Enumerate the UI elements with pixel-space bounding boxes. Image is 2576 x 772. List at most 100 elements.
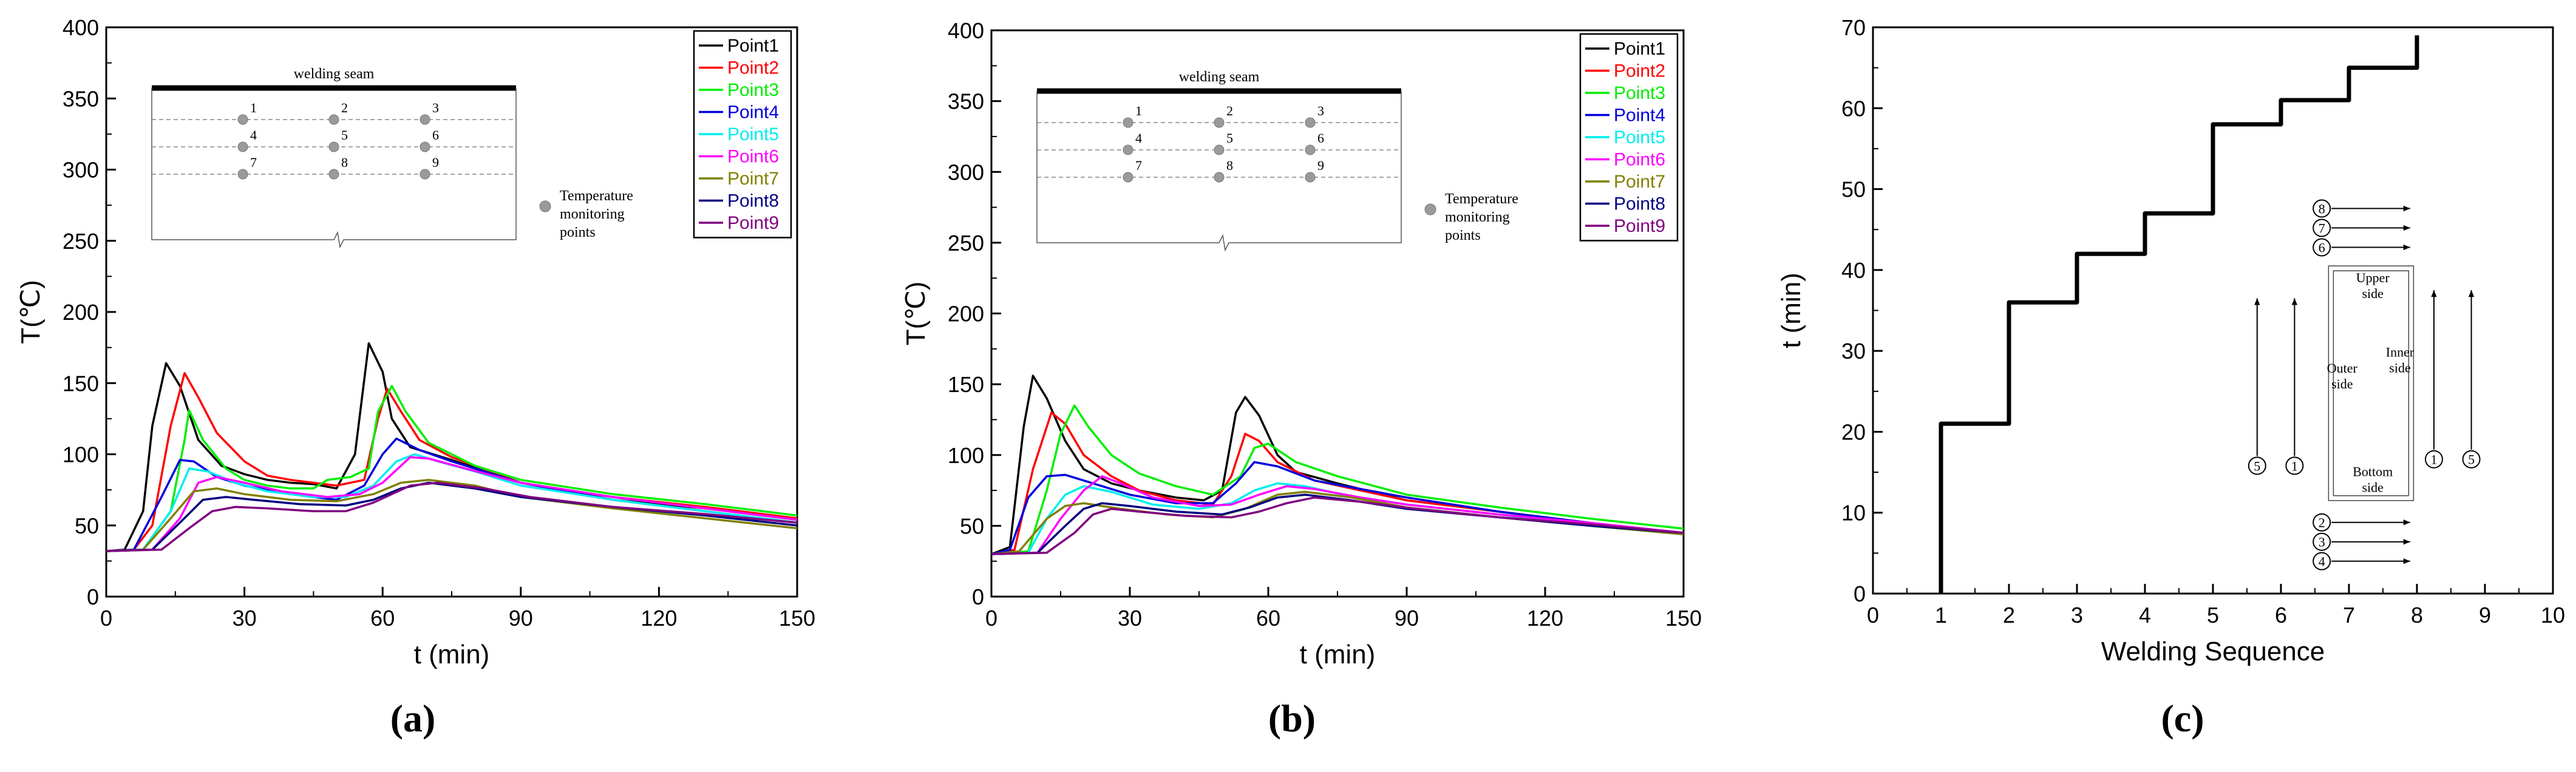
welding-seam-label: welding seam (294, 66, 375, 82)
monitoring-point-marker (1305, 144, 1316, 155)
legend-label: Point4 (1614, 106, 1665, 126)
pass-number-circle (2462, 450, 2481, 469)
y-tick-label: 50 (1841, 177, 1866, 202)
bottom-side-label: Bottom (2353, 464, 2393, 479)
monitoring-point-number: 6 (1317, 130, 1324, 146)
welding-seam-label: welding seam (1179, 69, 1260, 85)
y-tick-label: 250 (948, 231, 984, 256)
x-tick-label: 7 (2343, 603, 2355, 628)
pass-number-label: 6 (2319, 240, 2325, 256)
pass-number-label: 7 (2319, 221, 2325, 236)
x-tick-label: 6 (2275, 603, 2287, 628)
legend-label: Point7 (727, 169, 779, 189)
x-tick-label: 10 (2541, 603, 2565, 628)
legend-label: Point1 (1614, 39, 1665, 59)
temperature-point-legend-marker (1424, 203, 1436, 215)
x-tick-label: 150 (779, 606, 815, 631)
y-tick-label: 70 (1841, 15, 1866, 40)
arrow-head (2291, 298, 2298, 305)
legend-label: Point5 (1614, 127, 1665, 147)
panel-label: (a) (390, 697, 436, 740)
monitoring-point-marker (1123, 172, 1133, 183)
temperature-point-legend-marker (539, 200, 551, 212)
legend-label: Point7 (1614, 172, 1665, 192)
plate-outline (1036, 91, 1402, 252)
y-tick-label: 20 (1841, 419, 1866, 444)
pass-number-label: 8 (2319, 201, 2325, 217)
legend-label: Point2 (727, 58, 779, 78)
y-tick-label: 150 (63, 371, 99, 396)
chart-panel-3: 0 1 2 3 4 5 6 7 8 9 10 0 10 20 30 40 50 60 70 Welding Seque… (1776, 15, 2565, 666)
y-tick-label: 100 (948, 443, 984, 468)
panel-label: (b) (1268, 697, 1316, 740)
inner-side-label: Inner (2386, 344, 2415, 359)
chart-panel-1: 0 30 60 90 120 150 0 50 100 150 200 250 300 350 400 t (… (16, 15, 815, 669)
monitoring-point-number: 5 (1226, 130, 1233, 146)
monitoring-point-marker (420, 169, 430, 180)
x-tick-label: 8 (2411, 603, 2423, 628)
legend-label: Point3 (1614, 83, 1665, 103)
temperature-legend-text: monitoring (560, 206, 625, 222)
pass-number-circle (2313, 238, 2331, 257)
arrow-head (2403, 520, 2410, 526)
monitoring-point-number: 2 (341, 100, 348, 115)
x-tick-label: 9 (2479, 603, 2491, 628)
series-line-point5 (106, 453, 798, 552)
sensor-layout-inset: welding seam 1 2 3 4 5 6 7 8 9 Temperature monitori… (1036, 69, 1518, 252)
y-tick-label: 200 (948, 302, 984, 327)
pass-number-label: 1 (2291, 458, 2298, 473)
panel-label: (c) (2161, 697, 2204, 740)
upper-side-label: side (2362, 286, 2383, 301)
monitoring-point-number: 9 (1317, 158, 1324, 173)
pass-number-label: 1 (2431, 452, 2438, 467)
y-tick-label: 100 (63, 442, 99, 467)
series-line-point7 (106, 478, 798, 552)
monitoring-point-number: 7 (1135, 158, 1142, 173)
pass-number-circle (2313, 552, 2331, 571)
y-tick-label: 200 (63, 300, 99, 325)
monitoring-point-number: 1 (250, 100, 257, 115)
x-axis-label: t (min) (414, 640, 490, 669)
series-line-point4 (106, 437, 798, 552)
sensor-layout-inset: welding seam 1 2 3 4 5 6 7 8 9 Temperature monitori… (151, 66, 633, 249)
pass-number-circle (2313, 199, 2331, 218)
x-tick-label: 5 (2207, 603, 2219, 628)
y-tick-label: 150 (948, 372, 984, 397)
y-axis-label: T(℃) (16, 280, 46, 344)
x-axis-label: Welding Sequence (2101, 637, 2325, 666)
x-tick-label: 0 (985, 606, 997, 631)
x-tick-label: 60 (370, 606, 395, 631)
series-line-point3 (106, 385, 798, 552)
y-tick-label: 350 (63, 86, 99, 111)
series-line-point3 (991, 404, 1684, 555)
legend-label: Point3 (727, 80, 779, 100)
y-tick-label: 60 (1841, 96, 1866, 121)
legend-label: Point9 (727, 213, 779, 233)
arrow-head (2403, 225, 2410, 231)
outer-side-label: Outer (2327, 361, 2358, 376)
pass-number-label: 2 (2319, 515, 2325, 530)
temperature-legend-text: Temperature (1445, 191, 1518, 207)
outer-side-label: side (2331, 376, 2353, 391)
series-line-point9 (106, 481, 798, 552)
x-tick-label: 0 (100, 606, 112, 631)
y-tick-label: 0 (972, 584, 984, 609)
y-tick-label: 0 (87, 584, 99, 609)
plate-rectangle-inner (2333, 270, 2410, 496)
legend-label: Point5 (727, 124, 779, 144)
pass-number-circle (2313, 513, 2331, 532)
monitoring-point-number: 5 (341, 127, 348, 143)
arrow-head (2403, 205, 2410, 212)
arrow-head (2403, 558, 2410, 564)
x-tick-label: 2 (2003, 603, 2015, 628)
plate-outline (151, 88, 517, 249)
monitoring-point-marker (1214, 117, 1225, 128)
y-tick-label: 250 (63, 229, 99, 254)
y-tick-label: 30 (1841, 339, 1866, 364)
monitoring-point-marker (237, 141, 248, 152)
plate-rectangle-outer (2328, 265, 2415, 501)
monitoring-point-number: 2 (1226, 103, 1233, 118)
pass-number-circle (2285, 456, 2304, 475)
monitoring-point-number: 8 (1226, 158, 1233, 173)
